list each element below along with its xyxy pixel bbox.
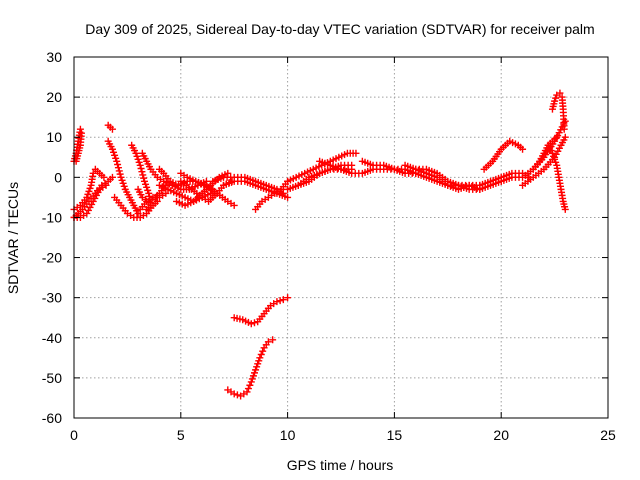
data-point	[108, 125, 116, 133]
data-point	[269, 336, 277, 344]
data-point	[153, 197, 161, 205]
x-tick-label: 0	[70, 427, 78, 443]
data-point	[102, 181, 110, 189]
data-point	[137, 165, 145, 173]
series-arc-1	[70, 125, 85, 165]
data-point	[113, 157, 121, 165]
data-point	[136, 161, 144, 169]
y-tick-labels: -60 -50 -40 -30 -20 -10 0 10 20 30	[42, 49, 62, 426]
data-point	[162, 189, 170, 197]
data-point	[519, 145, 527, 153]
y-tick-label: -10	[42, 209, 62, 225]
data-point	[259, 347, 267, 355]
axis-ticks	[73, 56, 609, 419]
series-arc-32	[519, 133, 569, 189]
y-tick-label: -60	[42, 410, 62, 426]
data-point	[134, 209, 142, 217]
data-point	[556, 89, 564, 97]
y-tick-label: -50	[42, 370, 62, 386]
data-point	[100, 173, 108, 181]
data-point	[279, 296, 287, 304]
series-arc-28	[412, 165, 484, 193]
data-point	[256, 354, 264, 362]
series-arc-2	[70, 173, 116, 221]
data-point	[224, 169, 232, 177]
y-axis-label: SDTVAR / TECUs	[5, 182, 21, 294]
series-arc-5	[104, 121, 116, 133]
data-point	[108, 173, 116, 181]
series-arc-3	[70, 165, 108, 213]
series-arc-35	[544, 141, 569, 213]
chart-title: Day 309 of 2025, Sidereal Day-to-day VTE…	[85, 21, 594, 37]
data-point	[276, 297, 284, 305]
data-point	[207, 189, 215, 197]
data-point	[143, 205, 151, 213]
x-tick-label: 20	[493, 427, 509, 443]
data-point	[284, 193, 292, 201]
data-point	[244, 385, 252, 393]
y-tick-label: 10	[46, 129, 62, 145]
series-arc-6	[104, 137, 142, 217]
gridlines	[74, 57, 608, 418]
series-arc-15	[177, 169, 238, 209]
y-tick-label: 20	[46, 89, 62, 105]
data-point	[284, 294, 292, 302]
y-tick-label: 0	[54, 169, 62, 185]
series-arc-34	[548, 89, 568, 133]
data-point	[89, 169, 97, 177]
series-arc-30	[480, 137, 527, 173]
series-arc-18	[220, 177, 292, 201]
data-point	[140, 174, 148, 182]
x-axis-label: GPS time / hours	[287, 457, 394, 473]
data-point	[561, 205, 569, 213]
data-point	[273, 298, 281, 306]
y-tick-label: -40	[42, 330, 62, 346]
data-point	[246, 381, 254, 389]
data-point	[257, 350, 265, 358]
series-arc-21	[224, 336, 277, 400]
data-point	[553, 133, 561, 141]
data-point	[230, 201, 238, 209]
y-tick-label: 30	[46, 49, 62, 65]
series-arc-19	[252, 177, 292, 213]
data-point	[250, 319, 258, 327]
x-tick-label: 10	[280, 427, 296, 443]
data-point	[76, 125, 84, 133]
data-point	[264, 338, 272, 346]
data-point	[233, 391, 241, 399]
data-point	[139, 171, 147, 179]
y-tick-label: -20	[42, 250, 62, 266]
data-point	[243, 388, 251, 396]
data-point	[138, 168, 146, 176]
data-point	[114, 164, 122, 172]
series-arc-11	[138, 149, 210, 193]
x-tick-label: 25	[600, 427, 616, 443]
data-point	[561, 133, 569, 141]
data-points	[70, 89, 569, 400]
data-point	[560, 125, 568, 133]
data-point	[352, 149, 360, 157]
x-tick-labels: 0 5 10 15 20 25	[70, 427, 616, 443]
y-tick-label: -30	[42, 290, 62, 306]
data-point	[230, 390, 238, 398]
x-tick-label: 15	[387, 427, 403, 443]
data-point	[114, 160, 122, 168]
data-point	[115, 167, 123, 175]
data-point	[116, 170, 124, 178]
x-tick-label: 5	[177, 427, 185, 443]
series-arc-20	[230, 294, 292, 328]
series-arc-10	[136, 189, 170, 213]
data-point	[247, 320, 255, 328]
plot-frame	[73, 56, 609, 419]
series-arc-27	[401, 161, 505, 193]
